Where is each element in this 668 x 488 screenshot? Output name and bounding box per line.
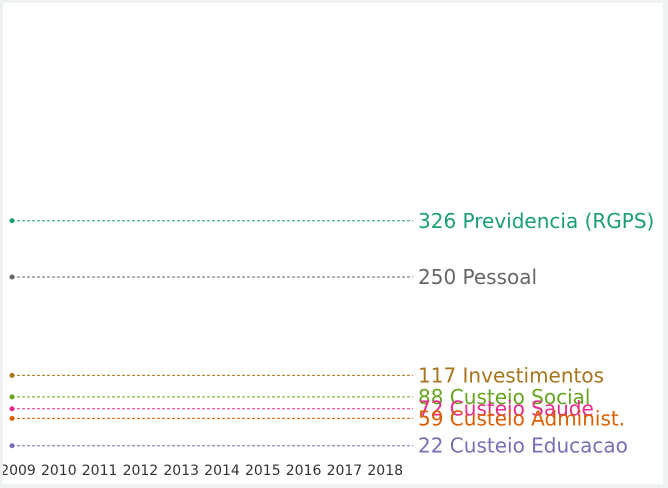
x-tick-label: 2011: [82, 463, 118, 479]
series-point-custeio-saude: [9, 406, 15, 412]
series-label-investimentos: 117 Investimentos: [418, 363, 604, 387]
series-custeio-social: 88 Custeio Social: [9, 385, 590, 409]
series-point-custeio-educacao: [9, 443, 15, 449]
series-layer: 326 Previdencia (RGPS) 250 Pessoal 117 Inv…: [9, 209, 654, 458]
x-tick-label: 2018: [367, 463, 403, 479]
series-label-previdencia-rgps: 326 Previdencia (RGPS): [418, 209, 654, 233]
series-pessoal: 250 Pessoal: [9, 265, 537, 289]
x-tick-label: 2009: [3, 463, 36, 479]
series-previdencia-rgps: 326 Previdencia (RGPS): [9, 209, 654, 233]
series-point-custeio-social: [9, 394, 15, 400]
series-label-custeio-administ: 59 Custeio Administ.: [418, 406, 625, 430]
series-label-custeio-educacao: 22 Custeio Educacao: [418, 434, 628, 458]
series-investimentos: 117 Investimentos: [9, 363, 604, 387]
x-tick-label: 2012: [123, 463, 159, 479]
x-axis: 2009 2010 2011 2012 2013 2014 2015 2016 2017 2018: [3, 463, 403, 479]
series-point-custeio-administ: [9, 415, 15, 421]
chart-frame: 326 Previdencia (RGPS) 250 Pessoal 117 Inv…: [3, 3, 663, 484]
series-point-previdencia-rgps: [9, 218, 15, 224]
line-chart: 326 Previdencia (RGPS) 250 Pessoal 117 Inv…: [3, 209, 654, 479]
series-custeio-saude: 72 Custeio Saude: [9, 397, 594, 421]
series-label-pessoal: 250 Pessoal: [418, 265, 537, 289]
x-tick-label: 2013: [163, 463, 199, 479]
series-point-investimentos: [9, 372, 15, 378]
x-tick-label: 2014: [204, 463, 240, 479]
x-tick-label: 2016: [286, 463, 322, 479]
x-tick-label: 2010: [41, 463, 77, 479]
series-custeio-educacao: 22 Custeio Educacao: [9, 434, 628, 458]
x-tick-label: 2015: [245, 463, 281, 479]
series-custeio-administ: 59 Custeio Administ.: [9, 406, 625, 430]
series-point-pessoal: [9, 274, 15, 280]
series-label-custeio-social: 88 Custeio Social: [418, 385, 590, 409]
x-tick-label: 2017: [327, 463, 363, 479]
series-label-custeio-saude: 72 Custeio Saude: [418, 397, 594, 421]
